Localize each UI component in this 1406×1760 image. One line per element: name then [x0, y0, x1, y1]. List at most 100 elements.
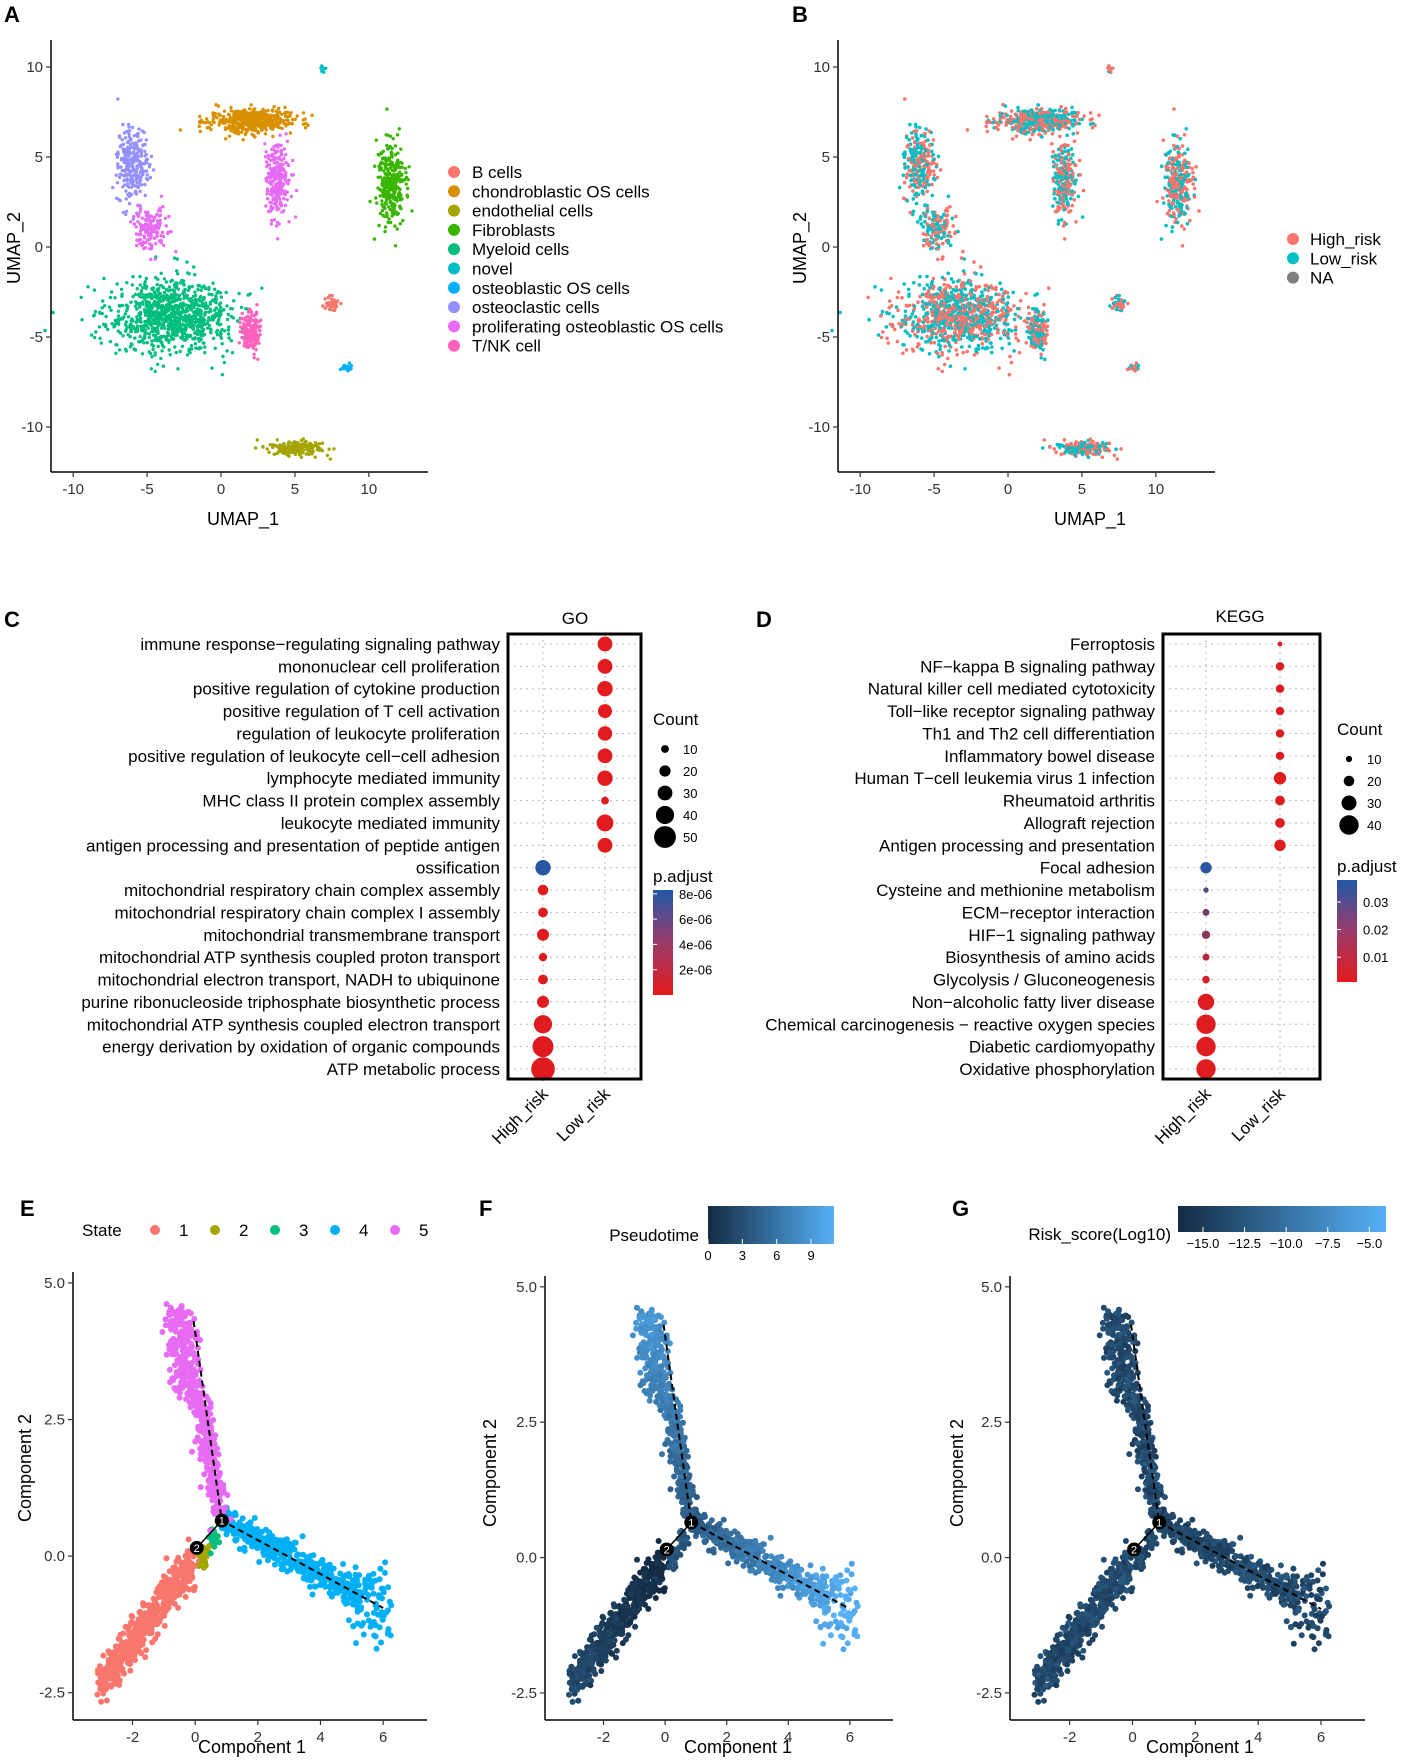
- umap-cell-point: [329, 297, 334, 301]
- umap-risk-point: [903, 309, 908, 314]
- umap-cell-point: [284, 114, 289, 119]
- umap-cell-point: [263, 120, 268, 125]
- umap-cell-point: [268, 167, 272, 171]
- umap-risk-point: [881, 330, 885, 334]
- umap-cell-point: [403, 166, 407, 171]
- umap-cell-point: [398, 170, 402, 174]
- umap-cell-point: [155, 231, 159, 235]
- umap-cell-point: [244, 307, 248, 311]
- umap-cell-point: [146, 218, 150, 223]
- umap-cell-point: [135, 315, 139, 319]
- umap-cell-point: [380, 199, 384, 203]
- umap-cell-point: [144, 138, 149, 142]
- umap-cell-point: [175, 269, 179, 273]
- umap-cell-point: [291, 158, 295, 163]
- umap-cell-point: [221, 114, 226, 119]
- umap-risk-point: [974, 285, 978, 289]
- umap-risk-point: [936, 257, 940, 262]
- umap-cell-point: [146, 300, 150, 305]
- umap-cell-point: [181, 292, 185, 296]
- umap-risk-point: [929, 294, 934, 298]
- umap-risk-point: [1014, 134, 1019, 138]
- umap-risk-point: [921, 174, 925, 179]
- umap-risk-point: [1182, 133, 1187, 137]
- umap-cell-point: [123, 136, 128, 140]
- umap-cell-point: [255, 438, 259, 442]
- umap-cell-point: [151, 218, 155, 223]
- umap-cell-point: [268, 443, 273, 447]
- umap-cell-point: [110, 322, 114, 326]
- umap-risk-point: [932, 340, 937, 345]
- umap-cell-point: [98, 336, 102, 340]
- umap-risk-point: [921, 225, 925, 229]
- umap-cell-point: [130, 283, 135, 287]
- umap-risk-point: [1067, 210, 1071, 214]
- umap-cell-point: [181, 307, 185, 312]
- umap-cell-point: [147, 335, 151, 340]
- umap-risk-point: [884, 325, 889, 329]
- umap-cell-point: [270, 114, 274, 118]
- umap-cell-point: [150, 326, 155, 330]
- umap-cell-point: [118, 199, 122, 203]
- umap-risk-point: [932, 304, 936, 309]
- umap-cell-point: [286, 443, 290, 448]
- umap-cell-point: [186, 323, 190, 327]
- umap-cell-point: [201, 304, 205, 308]
- umap-risk-point: [1048, 125, 1052, 130]
- umap-cell-point: [198, 329, 202, 334]
- umap-cell-point: [171, 306, 176, 311]
- umap-risk-point: [940, 369, 944, 374]
- umap-cell-point: [261, 125, 265, 129]
- umap-cell-point: [256, 357, 260, 361]
- umap-risk-point: [1065, 176, 1070, 180]
- umap-cell-point: [301, 437, 306, 441]
- umap-cell-point: [173, 313, 177, 317]
- umap-risk-point: [937, 342, 941, 347]
- umap-cell-point: [240, 335, 244, 340]
- panel-a-y-tick-label: -10: [21, 419, 43, 436]
- umap-cell-point: [386, 205, 391, 209]
- umap-cell-point: [260, 286, 264, 290]
- umap-cell-point: [290, 122, 294, 126]
- umap-risk-point: [980, 331, 984, 336]
- umap-risk-point: [959, 316, 964, 320]
- umap-risk-point: [1001, 300, 1005, 305]
- umap-cell-point: [178, 128, 183, 132]
- umap-risk-point: [946, 356, 950, 361]
- umap-risk-point: [984, 311, 988, 316]
- umap-cell-point: [146, 177, 150, 182]
- umap-cell-point: [182, 283, 186, 287]
- umap-cell-point: [150, 306, 154, 310]
- umap-cell-point: [272, 105, 276, 109]
- umap-cell-point: [283, 178, 287, 182]
- umap-cell-point: [199, 309, 203, 313]
- umap-cell-point: [145, 226, 150, 230]
- umap-cell-point: [374, 196, 378, 200]
- umap-cell-point: [115, 282, 119, 286]
- umap-cell-point: [125, 183, 129, 187]
- umap-risk-point: [997, 366, 1001, 370]
- umap-cell-point: [390, 164, 394, 168]
- umap-cell-point: [272, 157, 277, 161]
- umap-risk-point: [1097, 113, 1101, 118]
- umap-risk-point: [974, 349, 978, 354]
- umap-cell-point: [399, 147, 403, 151]
- umap-risk-point: [938, 333, 943, 337]
- umap-cell-point: [388, 186, 392, 190]
- umap-risk-point: [1090, 125, 1095, 130]
- umap-risk-point: [956, 311, 961, 316]
- umap-risk-point: [980, 290, 984, 294]
- umap-cell-point: [277, 167, 282, 171]
- umap-risk-point: [916, 319, 921, 323]
- umap-cell-point: [294, 188, 299, 193]
- umap-cell-point: [142, 234, 146, 238]
- umap-risk-point: [1072, 198, 1077, 202]
- umap-cell-point: [129, 145, 134, 149]
- umap-risk-point: [1068, 167, 1073, 171]
- umap-risk-point: [905, 199, 909, 203]
- umap-cell-point: [128, 150, 132, 155]
- umap-cell-point: [391, 173, 395, 177]
- umap-cell-point: [128, 345, 133, 349]
- umap-cell-point: [342, 366, 346, 371]
- umap-risk-point: [958, 306, 963, 311]
